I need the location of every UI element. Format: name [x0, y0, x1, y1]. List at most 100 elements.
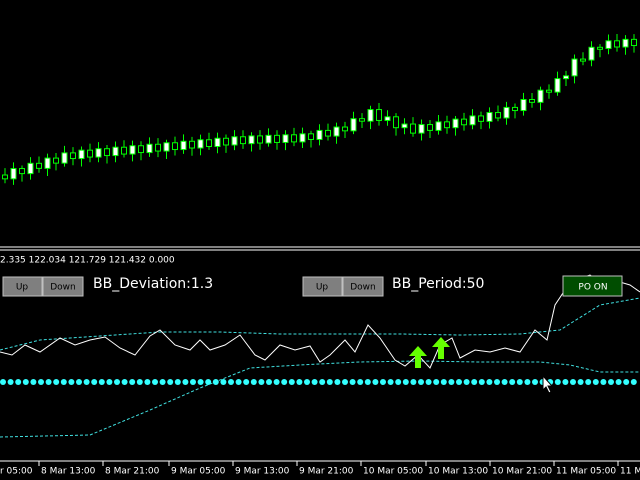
oscillator-line — [0, 274, 640, 369]
candle-body — [257, 135, 263, 144]
candle-body — [495, 112, 501, 119]
time-label: 10 Mar 21:00 — [492, 467, 552, 477]
upper-band — [0, 297, 640, 351]
signal-dot — [304, 379, 310, 385]
signal-dot — [501, 379, 508, 385]
down-button[interactable] — [342, 276, 384, 297]
po-status-button[interactable] — [562, 275, 623, 297]
signal-dot — [448, 379, 455, 385]
signal-dot — [357, 379, 364, 385]
time-label: 11 Mar 05:00 — [556, 467, 616, 477]
candle-body — [444, 121, 450, 129]
signal-dot — [15, 379, 22, 385]
candle-body — [189, 140, 195, 149]
candle-body — [605, 40, 612, 49]
signal-dot — [38, 379, 44, 385]
candle-body — [571, 58, 578, 77]
candle-body — [214, 137, 221, 147]
signal-dot — [372, 379, 379, 385]
control-group: Up Down BB_Deviation:1.3 — [2, 276, 213, 297]
candle-body — [61, 152, 68, 164]
signal-dot — [433, 379, 440, 385]
signal-dot — [136, 379, 143, 385]
candle-body — [163, 142, 170, 152]
signal-dot — [311, 379, 318, 385]
up-button[interactable] — [302, 276, 343, 297]
signal-dot — [402, 379, 409, 385]
candle-body — [588, 46, 595, 61]
candle-body — [461, 118, 467, 126]
candle-body — [325, 129, 331, 137]
candle-body — [529, 98, 535, 103]
down-button-label[interactable]: Down — [50, 283, 76, 293]
time-label: 10 Mar 13:00 — [428, 467, 488, 477]
signal-dot — [258, 379, 265, 385]
candle-body — [299, 133, 306, 143]
candle-body — [520, 98, 527, 112]
candle-body — [554, 78, 561, 93]
candle-body — [10, 168, 17, 180]
candle-body — [87, 149, 93, 158]
time-label: 9 Mar 21:00 — [299, 467, 354, 477]
signal-dot — [129, 379, 136, 385]
up-button-label[interactable]: Up — [16, 283, 29, 293]
signal-dot — [456, 379, 462, 385]
signal-dots — [0, 379, 637, 385]
down-button-label[interactable]: Down — [350, 283, 376, 293]
candle-body — [367, 109, 374, 122]
candle-body — [512, 106, 518, 112]
signal-dot — [554, 379, 561, 385]
signal-dot — [577, 379, 584, 385]
candle-body — [172, 142, 178, 151]
signal-dot — [585, 379, 592, 385]
signal-dot — [45, 379, 52, 385]
signal-dot — [53, 379, 60, 385]
lower-band — [0, 360, 640, 438]
signal-dot — [60, 379, 67, 385]
signal-dot — [76, 379, 82, 385]
signal-dot — [121, 379, 128, 385]
candle-body — [44, 157, 51, 169]
signal-dot — [592, 379, 599, 385]
signal-dot — [562, 379, 569, 385]
candle-body — [180, 140, 187, 151]
signal-dot — [425, 379, 432, 385]
signal-dot — [288, 379, 295, 385]
signal-dot — [600, 379, 607, 385]
candle-body — [19, 168, 25, 175]
candle-body — [418, 124, 425, 134]
signal-dot — [22, 379, 29, 385]
time-label: 9 Mar 05:00 — [171, 467, 226, 477]
candle-body — [410, 123, 416, 134]
candle-body — [78, 149, 85, 160]
up-button-label[interactable]: Up — [316, 283, 329, 293]
candle-body — [121, 146, 127, 155]
signal-dot — [281, 379, 288, 385]
down-button[interactable] — [42, 276, 84, 297]
candle-body — [546, 89, 552, 93]
signal-dot — [182, 379, 189, 385]
signal-dot — [319, 379, 326, 385]
candle-body — [223, 137, 229, 146]
indicator-values: 2.335 122.034 121.729 121.432 0.000 — [0, 256, 175, 266]
signal-dot — [380, 379, 386, 385]
mouse-cursor — [542, 374, 554, 394]
po-status-label[interactable]: PO ON — [578, 283, 607, 293]
time-label: r 05:00 — [0, 467, 33, 477]
parameter-label: BB_Deviation:1.3 — [93, 276, 213, 292]
signal-dot — [608, 379, 614, 385]
signal-dot — [30, 379, 37, 385]
candle-body — [240, 136, 246, 145]
signal-dot — [471, 379, 478, 385]
candle-body — [350, 118, 357, 132]
candle-body — [291, 134, 297, 143]
time-label: 11 Ma — [620, 467, 640, 477]
candle-body — [537, 89, 544, 103]
candle-body — [308, 133, 314, 140]
signal-dot — [334, 379, 341, 385]
candle-body — [316, 129, 323, 140]
signal-dot — [478, 379, 485, 385]
up-button[interactable] — [2, 276, 43, 297]
candle-body — [401, 123, 408, 129]
candle-body — [104, 148, 110, 157]
